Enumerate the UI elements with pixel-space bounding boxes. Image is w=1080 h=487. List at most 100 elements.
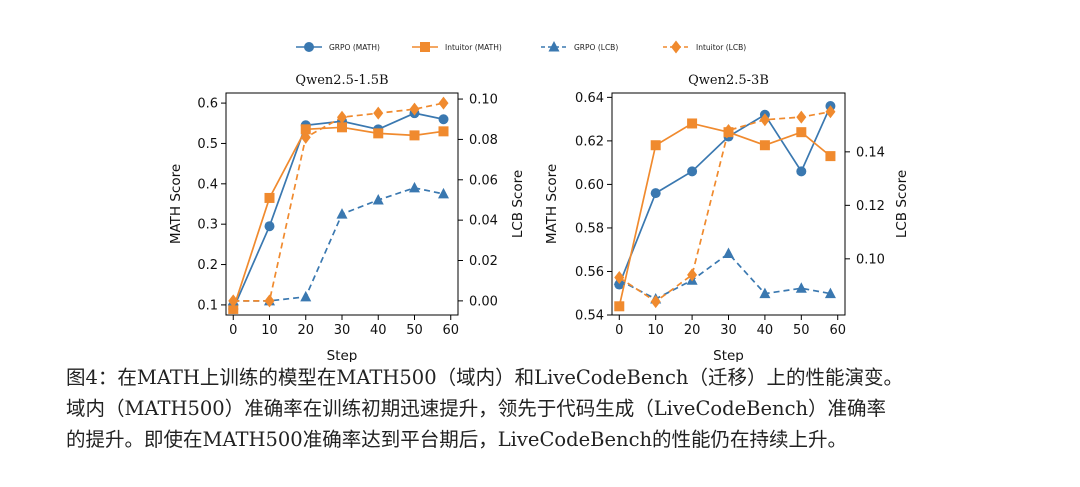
legend-marker — [548, 41, 560, 52]
data-point — [228, 294, 239, 308]
y-right-tick-label: 0.02 — [469, 254, 498, 269]
data-point — [723, 123, 734, 137]
y-left-tick-label: 0.56 — [575, 265, 604, 280]
panel-qwen2.5-1.5b: Qwen2.5-1.5B 0 10 20 30 40 50 60 Step 0.1 0.2 0.3 0.… — [168, 73, 526, 362]
legend: GRPO (MATH) Intuitor (MATH) GRPO (LCB) Intu… — [296, 40, 746, 54]
data-point — [300, 124, 311, 135]
x-tick-label: 60 — [829, 323, 846, 338]
series-line — [618, 122, 831, 307]
x-axis-label: Step — [713, 348, 744, 362]
x-tick-label: 30 — [720, 323, 737, 338]
data-point — [650, 188, 661, 199]
x-tick-label: 50 — [406, 323, 423, 338]
y-right-axis-label: LCB Score — [894, 170, 910, 238]
x-tick-label: 20 — [297, 323, 314, 338]
y-right-tick-label: 0.00 — [469, 294, 498, 309]
data-point — [687, 166, 698, 177]
data-point — [438, 96, 449, 110]
y-left-tick-label: 0.2 — [197, 258, 218, 273]
y-right-tick-label: 0.12 — [856, 199, 885, 214]
data-point — [300, 130, 311, 144]
y-left-tick-label: 0.3 — [197, 218, 218, 233]
y-left-tick-label: 0.5 — [197, 137, 218, 152]
y-left-tick-label: 0.62 — [575, 134, 604, 149]
series-line — [233, 186, 444, 302]
y-left-tick-label: 0.4 — [197, 177, 218, 192]
data-point — [337, 110, 347, 124]
data-point — [687, 268, 698, 282]
data-point — [796, 110, 807, 124]
data-point — [759, 287, 771, 299]
data-point — [409, 102, 420, 116]
data-point — [825, 105, 836, 119]
y-right-tick-label: 0.08 — [469, 133, 498, 148]
chart-title: Qwen2.5-1.5B — [295, 73, 388, 88]
caption-line-3: 的提升。即使在MATH500准确率达到平台期后，LiveCodeBench的性能… — [66, 428, 848, 451]
y-left-axis-label: MATH Score — [168, 164, 184, 244]
x-tick-label: 30 — [334, 323, 351, 338]
data-point — [824, 287, 836, 299]
x-tick-label: 60 — [442, 323, 459, 338]
data-point — [438, 187, 449, 199]
data-point — [409, 130, 420, 141]
x-tick-label: 40 — [757, 323, 774, 338]
data-point — [759, 113, 770, 127]
data-point — [614, 271, 625, 285]
y-left-tick-label: 0.54 — [575, 309, 604, 324]
data-point — [650, 295, 661, 309]
caption-line-1: 图4：在MATH上训练的模型在MATH500（域内）和LiveCodeBench… — [66, 366, 903, 389]
data-point — [723, 247, 734, 258]
chart-title: Qwen2.5-3B — [688, 73, 769, 88]
legend-marker — [304, 42, 314, 52]
y-left-tick-label: 0.58 — [575, 221, 604, 236]
legend-item-grpo-lcb: GRPO (LCB) — [541, 41, 618, 52]
data-point — [614, 301, 625, 312]
data-point — [264, 192, 275, 203]
data-point — [373, 128, 384, 139]
y-right-tick-label: 0.10 — [469, 93, 498, 108]
series-intuitor-lcb — [228, 96, 449, 308]
y-right-tick-label: 0.06 — [469, 173, 498, 188]
legend-marker — [671, 40, 681, 54]
y-right-tick-label: 0.10 — [856, 252, 885, 267]
legend-item-intuitor-math: Intuitor (MATH) — [412, 42, 502, 52]
legend-label: Intuitor (MATH) — [445, 43, 502, 52]
caption-line-2: 域内（MATH500）准确率在训练初期迅速提升，领先于代码生成（LiveCode… — [66, 397, 887, 420]
data-point — [687, 118, 698, 129]
y-right-tick-label: 0.04 — [469, 214, 498, 229]
x-axis-label: Step — [327, 348, 358, 362]
y-left-tick-label: 0.64 — [575, 91, 604, 106]
series-intuitor-lcb — [614, 105, 836, 309]
y-left-tick-label: 0.1 — [197, 298, 218, 313]
x-tick-label: 20 — [684, 323, 701, 338]
x-tick-label: 40 — [370, 323, 387, 338]
legend-item-intuitor-lcb: Intuitor (LCB) — [663, 40, 746, 54]
data-point — [373, 106, 384, 120]
panel-qwen2.5-3b: Qwen2.5-3B 0 10 20 30 40 50 60 Step 0.54 0.56 0.58 0… — [544, 73, 910, 362]
data-point — [372, 193, 384, 205]
series-intuitor-math — [228, 122, 449, 314]
data-point — [438, 126, 449, 137]
data-point — [650, 140, 661, 151]
data-point — [796, 127, 807, 138]
data-point — [438, 114, 449, 125]
y-right-tick-label: 0.14 — [856, 145, 885, 160]
x-tick-label: 0 — [615, 323, 623, 338]
legend-label: Intuitor (LCB) — [696, 43, 746, 52]
x-tick-label: 50 — [793, 323, 810, 338]
y-left-axis-label: MATH Score — [544, 164, 560, 244]
figure-caption: 图4：在MATH上训练的模型在MATH500（域内）和LiveCodeBench… — [66, 362, 1056, 455]
data-point — [796, 166, 807, 177]
legend-marker — [420, 42, 430, 52]
figure: GRPO (MATH) Intuitor (MATH) GRPO (LCB) Intu… — [168, 40, 910, 362]
data-point — [228, 303, 239, 314]
data-point — [300, 290, 312, 302]
series-grpo-lcb — [227, 181, 449, 306]
data-point — [264, 221, 275, 232]
x-tick-label: 10 — [261, 323, 278, 338]
legend-label: GRPO (MATH) — [329, 43, 380, 52]
y-right-axis-label: LCB Score — [510, 170, 526, 238]
x-tick-label: 10 — [647, 323, 664, 338]
y-left-tick-label: 0.60 — [575, 178, 604, 193]
data-point — [264, 294, 275, 308]
